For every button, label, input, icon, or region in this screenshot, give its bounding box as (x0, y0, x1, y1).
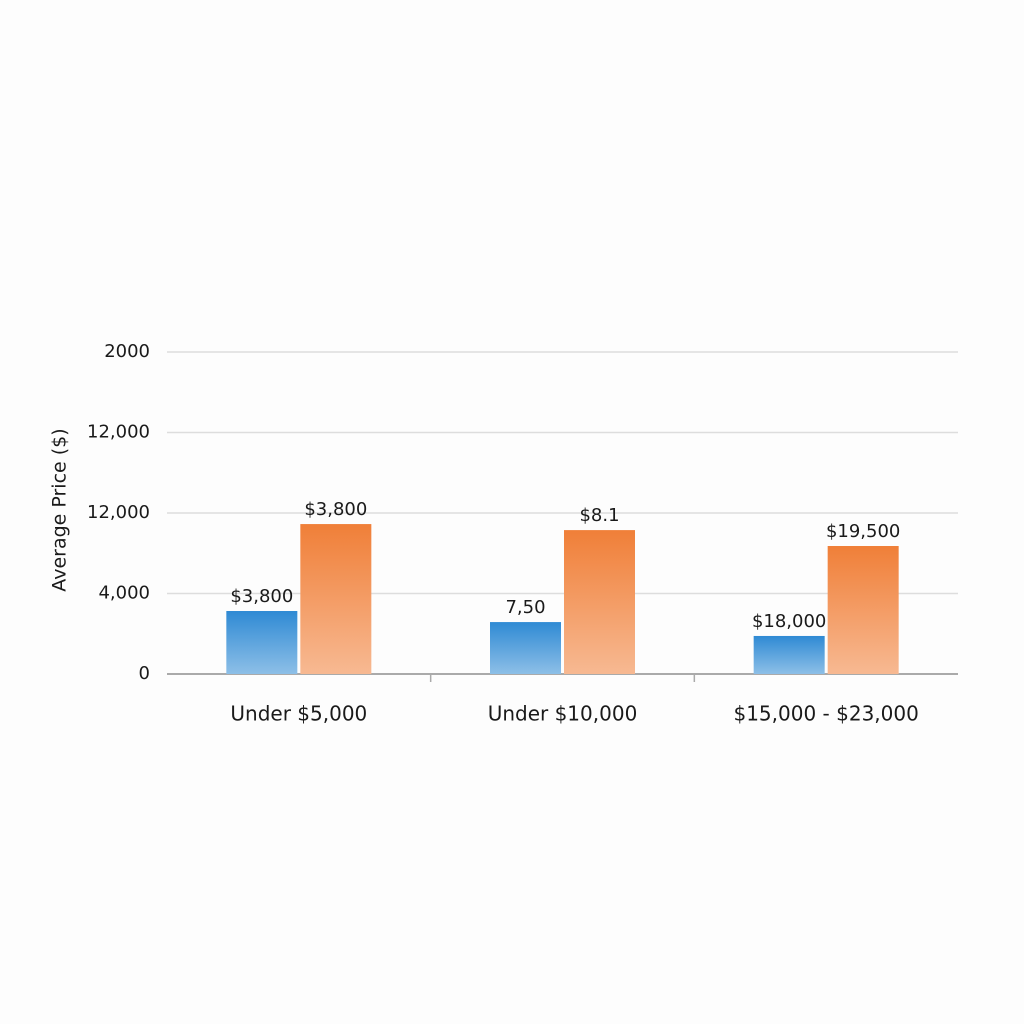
bar-annotation: $18,000 (752, 611, 826, 632)
bar (490, 622, 561, 674)
y-tick-label: 12,000 (87, 422, 150, 443)
bar (827, 546, 899, 674)
x-tick-label: Under $10,000 (488, 702, 638, 726)
y-tick-label: 4,000 (98, 583, 150, 604)
y-tick-label: 0 (139, 663, 150, 684)
x-tick-label: $15,000 - $23,000 (733, 702, 918, 726)
bar-annotation: $8.1 (579, 505, 619, 526)
bar (753, 635, 825, 674)
bar (564, 530, 635, 674)
bar-annotation: $3,800 (304, 499, 367, 520)
bar-annotation: 7,50 (505, 597, 545, 618)
y-tick-label: 2000 (104, 341, 150, 362)
y-tick-label: 12,000 (87, 502, 150, 523)
x-tick-label: Under $5,000 (230, 702, 367, 726)
bar-annotation: $19,500 (826, 521, 900, 542)
bar (226, 611, 298, 674)
bar-annotation: $3,800 (230, 586, 293, 607)
y-axis-label: Average Price ($) (49, 428, 71, 591)
bar (300, 524, 372, 674)
